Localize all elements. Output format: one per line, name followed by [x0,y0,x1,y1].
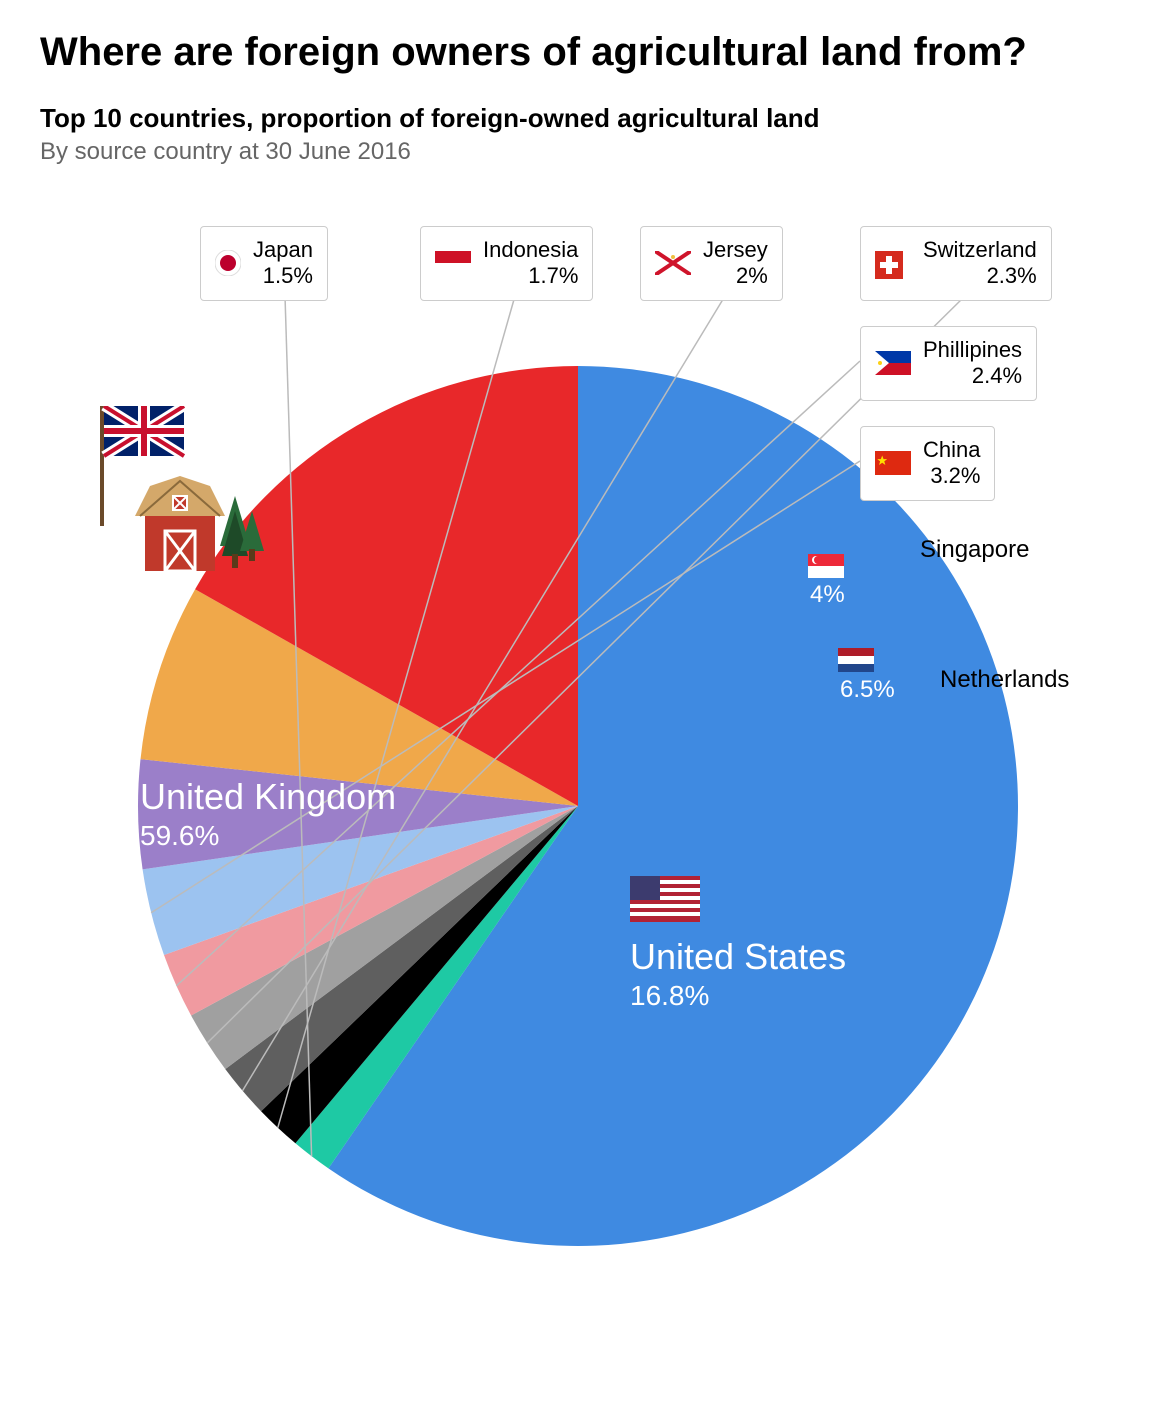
netherlands-flag-icon [838,648,874,677]
singapore-flag-icon [808,554,844,583]
chart-subtitle: Top 10 countries, proportion of foreign-… [40,103,1116,134]
us-flag-icon [630,876,700,927]
chart-dateline: By source country at 30 June 2016 [40,138,1116,166]
chart-title: Where are foreign owners of agricultural… [40,30,1116,75]
farm-icon [80,406,280,581]
callout-jersey: Jersey2% [640,226,783,301]
slice-pct-singapore: 4% [810,581,845,609]
pie-chart: United Kingdom 59.6% United States 16.8%… [40,216,1116,1316]
callout-phillipines: Phillipines2.4% [860,326,1037,401]
callout-japan: Japan1.5% [200,226,328,301]
callout-indonesia: Indonesia1.7% [420,226,593,301]
ext-label-netherlands: Netherlands [940,666,1069,694]
slice-label-us: United States 16.8% [630,936,846,1012]
callout-china: China3.2% [860,426,995,501]
ext-label-singapore: Singapore [920,536,1029,564]
slice-label-uk: United Kingdom 59.6% [140,776,396,852]
callout-switzerland: Switzerland2.3% [860,226,1052,301]
slice-pct-netherlands: 6.5% [840,676,895,704]
